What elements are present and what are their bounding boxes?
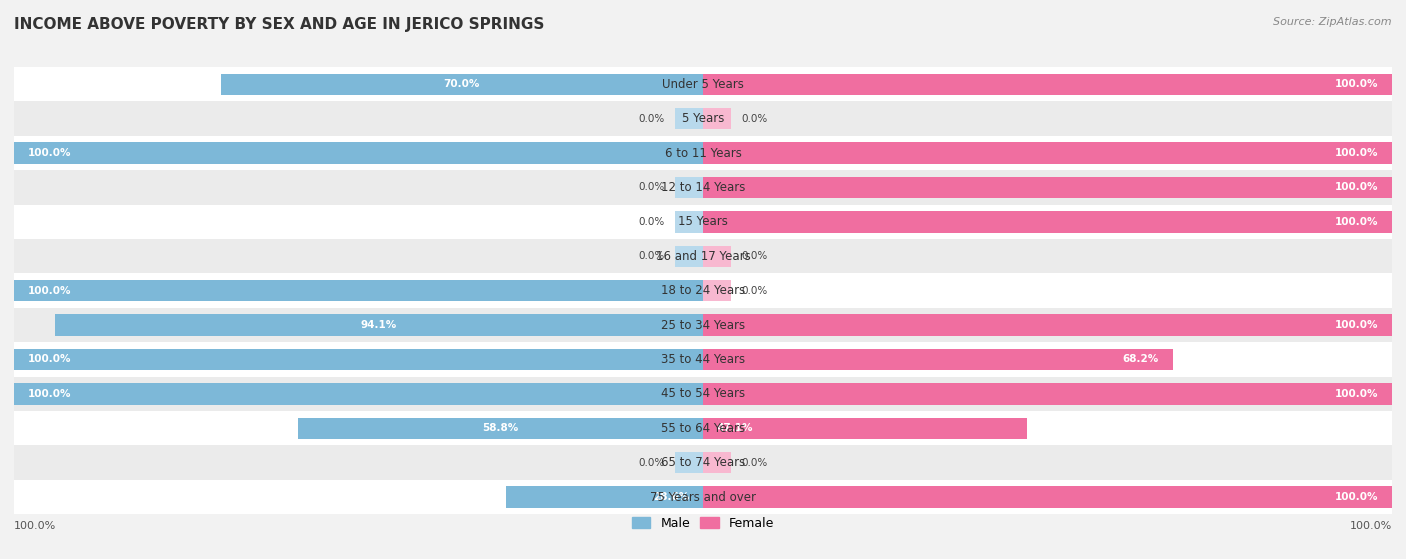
Bar bbox=[14, 273, 1392, 308]
Text: 45 to 54 Years: 45 to 54 Years bbox=[661, 387, 745, 400]
Bar bbox=[14, 136, 1392, 170]
Text: 100.0%: 100.0% bbox=[28, 148, 72, 158]
Text: 94.1%: 94.1% bbox=[361, 320, 396, 330]
Text: Under 5 Years: Under 5 Years bbox=[662, 78, 744, 91]
Bar bbox=[703, 418, 1028, 439]
Text: 100.0%: 100.0% bbox=[1334, 217, 1378, 227]
Text: 65 to 74 Years: 65 to 74 Years bbox=[661, 456, 745, 469]
Text: 70.0%: 70.0% bbox=[444, 79, 479, 89]
Bar bbox=[14, 446, 1392, 480]
Bar bbox=[14, 102, 1392, 136]
Bar bbox=[703, 486, 1392, 508]
Bar bbox=[703, 211, 1392, 233]
Text: 28.6%: 28.6% bbox=[652, 492, 689, 502]
Bar bbox=[703, 245, 731, 267]
Text: 55 to 64 Years: 55 to 64 Years bbox=[661, 422, 745, 435]
Bar bbox=[703, 108, 731, 129]
Bar bbox=[675, 452, 703, 473]
Text: 16 and 17 Years: 16 and 17 Years bbox=[655, 250, 751, 263]
Text: 18 to 24 Years: 18 to 24 Years bbox=[661, 284, 745, 297]
Text: 100.0%: 100.0% bbox=[14, 522, 56, 531]
Bar bbox=[14, 377, 1392, 411]
Text: 0.0%: 0.0% bbox=[741, 458, 768, 468]
Text: 100.0%: 100.0% bbox=[1350, 522, 1392, 531]
Bar bbox=[703, 349, 1173, 370]
Bar bbox=[703, 177, 1392, 198]
Bar bbox=[14, 67, 1392, 102]
Bar bbox=[14, 205, 1392, 239]
Text: 100.0%: 100.0% bbox=[1334, 389, 1378, 399]
Text: 0.0%: 0.0% bbox=[638, 458, 665, 468]
Text: 47.1%: 47.1% bbox=[717, 423, 754, 433]
Bar bbox=[703, 74, 1392, 95]
Bar bbox=[703, 280, 731, 301]
Text: 100.0%: 100.0% bbox=[28, 389, 72, 399]
Bar bbox=[14, 383, 703, 405]
Text: 75 Years and over: 75 Years and over bbox=[650, 491, 756, 504]
Bar bbox=[703, 452, 731, 473]
Bar bbox=[55, 314, 703, 336]
Legend: Male, Female: Male, Female bbox=[627, 512, 779, 535]
Text: 100.0%: 100.0% bbox=[1334, 492, 1378, 502]
Text: 35 to 44 Years: 35 to 44 Years bbox=[661, 353, 745, 366]
Text: 15 Years: 15 Years bbox=[678, 215, 728, 229]
Text: 68.2%: 68.2% bbox=[1123, 354, 1159, 364]
Text: 0.0%: 0.0% bbox=[638, 113, 665, 124]
Bar bbox=[221, 74, 703, 95]
Text: 0.0%: 0.0% bbox=[638, 252, 665, 261]
Text: 58.8%: 58.8% bbox=[482, 423, 519, 433]
Text: 6 to 11 Years: 6 to 11 Years bbox=[665, 146, 741, 159]
Text: 5 Years: 5 Years bbox=[682, 112, 724, 125]
Bar bbox=[14, 308, 1392, 342]
Text: Source: ZipAtlas.com: Source: ZipAtlas.com bbox=[1274, 17, 1392, 27]
Bar bbox=[14, 411, 1392, 446]
Text: 100.0%: 100.0% bbox=[1334, 182, 1378, 192]
Bar bbox=[14, 143, 703, 164]
Text: 100.0%: 100.0% bbox=[28, 354, 72, 364]
Text: 100.0%: 100.0% bbox=[1334, 148, 1378, 158]
Bar bbox=[703, 143, 1392, 164]
Bar bbox=[298, 418, 703, 439]
Text: 25 to 34 Years: 25 to 34 Years bbox=[661, 319, 745, 331]
Text: INCOME ABOVE POVERTY BY SEX AND AGE IN JERICO SPRINGS: INCOME ABOVE POVERTY BY SEX AND AGE IN J… bbox=[14, 17, 544, 32]
Bar bbox=[14, 342, 1392, 377]
Text: 12 to 14 Years: 12 to 14 Years bbox=[661, 181, 745, 194]
Bar bbox=[675, 245, 703, 267]
Bar bbox=[675, 108, 703, 129]
Bar bbox=[703, 314, 1392, 336]
Bar bbox=[14, 480, 1392, 514]
Text: 0.0%: 0.0% bbox=[741, 286, 768, 296]
Bar bbox=[14, 239, 1392, 273]
Bar bbox=[703, 383, 1392, 405]
Bar bbox=[14, 280, 703, 301]
Bar bbox=[506, 486, 703, 508]
Text: 100.0%: 100.0% bbox=[28, 286, 72, 296]
Text: 0.0%: 0.0% bbox=[638, 217, 665, 227]
Bar bbox=[675, 211, 703, 233]
Text: 0.0%: 0.0% bbox=[638, 182, 665, 192]
Bar bbox=[14, 170, 1392, 205]
Text: 0.0%: 0.0% bbox=[741, 113, 768, 124]
Bar bbox=[14, 349, 703, 370]
Text: 100.0%: 100.0% bbox=[1334, 79, 1378, 89]
Text: 100.0%: 100.0% bbox=[1334, 320, 1378, 330]
Text: 0.0%: 0.0% bbox=[741, 252, 768, 261]
Bar bbox=[675, 177, 703, 198]
